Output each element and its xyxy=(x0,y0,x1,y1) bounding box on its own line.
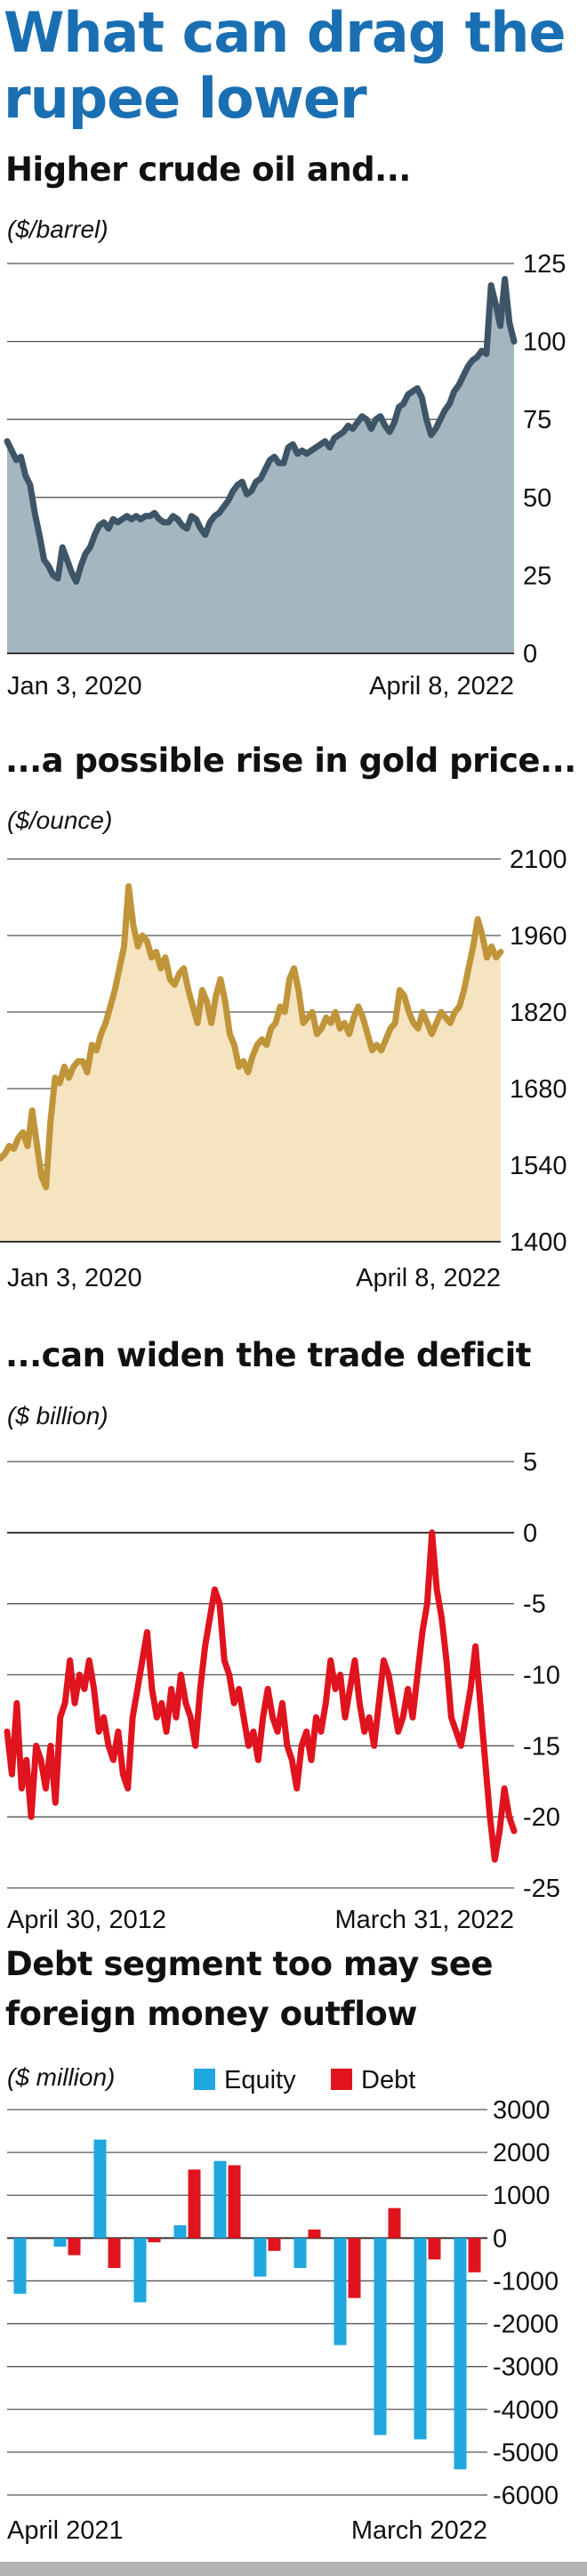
trade-ytick-label: -20 xyxy=(523,1803,560,1832)
flows-ytick-label: -5000 xyxy=(493,2439,559,2467)
flows-bar-equity xyxy=(133,2238,147,2303)
flows-ytick-label: -2000 xyxy=(493,2311,559,2339)
flows-legend-swatch-equity xyxy=(194,2069,215,2090)
trade-ytick-label: -15 xyxy=(523,1732,560,1761)
crude-series-line xyxy=(4,276,518,585)
trade-series-line xyxy=(4,1529,518,1863)
gold-ytick-label: 1540 xyxy=(510,1152,567,1180)
flows-bar-debt xyxy=(428,2238,441,2260)
headline-line-2: rupee lower xyxy=(4,66,367,131)
gold-title: ...a possible rise in gold price... xyxy=(5,741,576,780)
gold-unit: ($/ounce) xyxy=(7,806,113,834)
flows-ytick-label: 1000 xyxy=(493,2182,551,2210)
flows-legend-label-equity: Equity xyxy=(224,2066,296,2094)
crude-ytick-label: 125 xyxy=(523,250,566,279)
gold-x-end-label: April 8, 2022 xyxy=(356,1264,501,1292)
flows-bar-debt xyxy=(468,2238,481,2272)
flows-bar-equity xyxy=(454,2238,467,2470)
flows-ytick-label: -3000 xyxy=(493,2353,559,2382)
crude-ytick-label: 75 xyxy=(523,406,551,434)
crude-x-start-label: Jan 3, 2020 xyxy=(7,672,142,701)
flows-bar-equity xyxy=(93,2139,107,2239)
bottom-rule xyxy=(0,2562,587,2576)
flows-x-start-label: April 2021 xyxy=(7,2516,124,2545)
trade-ytick-label: 0 xyxy=(523,1519,537,1548)
flows-bar-equity xyxy=(374,2238,387,2435)
flows-bar-equity xyxy=(334,2238,347,2345)
gold-ytick-label: 1960 xyxy=(510,922,567,951)
gold-ytick-label: 1820 xyxy=(510,999,567,1027)
flows-ytick-label: 3000 xyxy=(493,2096,551,2125)
crude-title: Higher crude oil and... xyxy=(5,150,411,189)
trade-unit: ($ billion) xyxy=(7,1402,109,1430)
trade-x-end-label: March 31, 2022 xyxy=(334,1906,514,1934)
crude-x-end-label: April 8, 2022 xyxy=(369,672,514,701)
flows-bar-debt xyxy=(388,2207,401,2239)
flows-bar-debt xyxy=(68,2238,81,2256)
trade-ytick-label: -10 xyxy=(523,1662,560,1690)
trade-ytick-label: -25 xyxy=(523,1875,560,1903)
crude-ytick-label: 0 xyxy=(523,640,537,668)
flows-title-line-2: foreign money outflow xyxy=(5,1995,417,2033)
flows-bar-debt xyxy=(188,2169,201,2239)
crude-ytick-label: 50 xyxy=(523,484,551,513)
flows-ytick-label: -4000 xyxy=(493,2396,559,2425)
flows-bar-equity xyxy=(53,2238,67,2247)
flows-bar-equity xyxy=(253,2238,267,2277)
flows-bar-debt xyxy=(268,2238,281,2251)
headline: What can drag the rupee lower xyxy=(4,0,582,132)
flows-bar-equity xyxy=(294,2238,307,2269)
crude-ytick-label: 100 xyxy=(523,328,566,357)
flows-bar-equity xyxy=(213,2160,227,2239)
flows-bar-equity xyxy=(173,2224,187,2239)
flows-bar-equity xyxy=(13,2238,27,2294)
flows-x-end-label: March 2022 xyxy=(351,2516,487,2545)
flows-bar-debt xyxy=(228,2165,241,2239)
trade-title: ...can widen the trade deficit xyxy=(5,1336,531,1374)
flows-bar-debt xyxy=(108,2238,121,2269)
flows-ytick-label: 2000 xyxy=(493,2139,551,2167)
flows-ytick-label: -1000 xyxy=(493,2267,559,2296)
gold-series-line xyxy=(0,883,504,1191)
gold-ytick-label: 2100 xyxy=(510,846,567,874)
gold-ytick-label: 1400 xyxy=(510,1228,567,1257)
flows-legend-swatch-debt xyxy=(331,2069,352,2090)
flows-bar-debt xyxy=(348,2238,361,2298)
crude-ytick-label: 25 xyxy=(523,562,551,590)
flows-ytick-label: 0 xyxy=(493,2224,507,2253)
flows-title-line-1: Debt segment too may see xyxy=(5,1945,494,1983)
headline-line-1: What can drag the xyxy=(4,0,567,65)
trade-x-start-label: April 30, 2012 xyxy=(7,1906,166,1934)
trade-ytick-label: -5 xyxy=(523,1591,546,1619)
flows-bar-debt xyxy=(308,2229,321,2239)
flows-ytick-label: -6000 xyxy=(493,2482,559,2510)
gold-x-start-label: Jan 3, 2020 xyxy=(7,1264,142,1292)
gold-ytick-label: 1680 xyxy=(510,1075,567,1104)
crude-unit: ($/barrel) xyxy=(7,215,109,243)
flows-unit: ($ million) xyxy=(7,2063,116,2091)
flows-bar-debt xyxy=(148,2238,161,2243)
trade-ytick-label: 5 xyxy=(523,1448,537,1477)
flows-bar-equity xyxy=(414,2238,427,2440)
crude-area-fill xyxy=(7,279,514,653)
flows-legend-label-debt: Debt xyxy=(361,2066,415,2094)
